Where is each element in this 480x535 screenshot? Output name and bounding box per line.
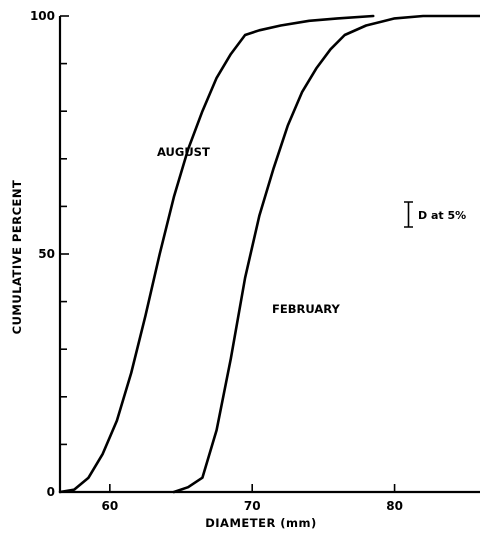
error-bar-label: D at 5%	[418, 209, 466, 222]
y-tick-label: 0	[47, 485, 55, 499]
x-tick-label: 60	[101, 499, 118, 513]
y-tick-label: 100	[30, 9, 55, 23]
series-label-august: AUGUST	[157, 145, 210, 159]
x-tick-label: 80	[386, 499, 403, 513]
error-bar-annotation: D at 5%	[404, 201, 466, 228]
x-tick-label: 70	[244, 499, 261, 513]
series-line-august	[58, 14, 375, 494]
y-axis-label: CUMULATIVE PERCENT	[10, 180, 24, 335]
x-axis-label: DIAMETER (mm)	[205, 516, 317, 530]
series-label-february: FEBRUARY	[272, 302, 340, 316]
curves	[58, 14, 480, 494]
series-line-february	[172, 14, 480, 494]
y-tick-label: 50	[38, 247, 55, 261]
axes: 0 50 100 60 70 80	[30, 9, 480, 513]
error-bar-marker	[404, 201, 413, 228]
